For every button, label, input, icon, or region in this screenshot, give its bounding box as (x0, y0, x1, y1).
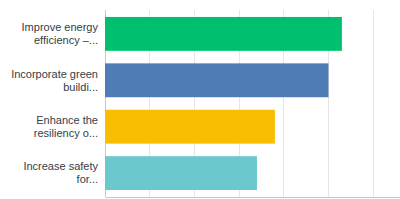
category-label: Incorporate greenbuildi... (11, 68, 98, 93)
category-labels: Improve energyefficiency –... Incorporate… (11, 21, 98, 185)
bars (105, 17, 342, 190)
chart: Improve energyefficiency –... Incorporate… (0, 0, 400, 199)
grid-line (373, 10, 374, 197)
x-axis (106, 197, 400, 199)
plot (105, 10, 400, 198)
grid (105, 10, 373, 197)
category-label: Enhance theresiliency o... (34, 114, 98, 139)
bar (105, 17, 342, 51)
bar (105, 63, 328, 97)
category-label: Increase safetyfor... (23, 160, 98, 185)
axis-line (106, 197, 400, 198)
bar (105, 156, 257, 190)
category-label: Improve energyefficiency –... (22, 21, 99, 46)
bar (105, 110, 275, 144)
